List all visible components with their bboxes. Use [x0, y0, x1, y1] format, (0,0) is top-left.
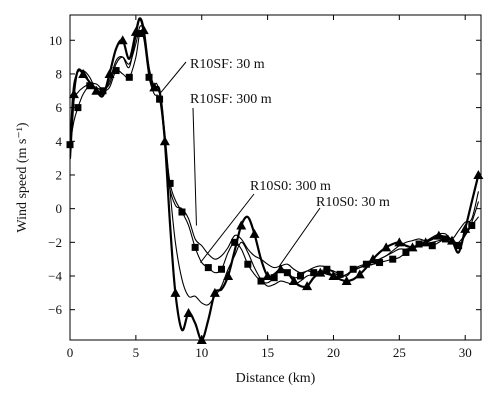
marker-square — [145, 73, 153, 81]
marker-triangle — [91, 85, 102, 95]
marker-triangle — [367, 254, 378, 264]
y-tick-label: −6 — [48, 302, 62, 317]
annotation-label: R10SF: 300 m — [190, 92, 272, 107]
marker-triangle — [407, 242, 418, 252]
marker-triangle — [288, 276, 299, 286]
marker-square — [297, 272, 305, 280]
x-tick-label: 20 — [327, 345, 340, 360]
marker-triangle — [130, 26, 141, 36]
marker-triangle — [104, 68, 115, 78]
y-tick-label: 6 — [56, 100, 63, 115]
marker-triangle — [341, 276, 352, 286]
x-tick-label: 15 — [261, 345, 274, 360]
y-tick-label: −4 — [48, 269, 62, 284]
marker-square — [191, 243, 199, 251]
marker-square — [99, 87, 107, 95]
marker-square — [283, 269, 291, 277]
marker-triangle — [68, 89, 79, 99]
marker-triangle — [460, 223, 471, 233]
marker-triangle — [328, 271, 339, 281]
marker-square — [166, 179, 174, 187]
marker-triangle — [315, 267, 326, 277]
marker-square — [349, 265, 357, 273]
marker-square — [468, 221, 476, 229]
marker-triangle — [138, 25, 149, 35]
y-tick-label: 8 — [56, 66, 63, 81]
marker-triangle — [275, 264, 286, 274]
marker-square — [74, 104, 82, 112]
y-tick-label: 0 — [56, 201, 63, 216]
x-tick-label: 25 — [393, 345, 406, 360]
marker-triangle — [249, 228, 260, 238]
y-tick-label: 10 — [49, 33, 62, 48]
markers-group — [66, 25, 484, 344]
marker-square — [441, 235, 449, 243]
annotation-label: R10S0: 30 m — [316, 195, 390, 210]
y-axis-label: Wind speed (m s⁻¹) — [15, 122, 30, 233]
annotation-arrow-line — [192, 107, 197, 226]
marker-square — [204, 264, 212, 272]
marker-square — [178, 208, 186, 216]
marker-triangle — [117, 35, 128, 45]
x-tick-label: 10 — [195, 345, 208, 360]
marker-square — [125, 73, 133, 81]
marker-square — [270, 274, 278, 282]
marker-square — [415, 240, 423, 248]
marker-square — [257, 277, 265, 285]
marker-triangle — [394, 237, 405, 247]
marker-triangle — [159, 136, 170, 146]
marker-square — [402, 248, 410, 256]
marker-triangle — [433, 230, 444, 240]
marker-square — [336, 270, 344, 278]
x-tick-label: 30 — [459, 345, 472, 360]
marker-triangle — [262, 271, 273, 281]
marker-triangle — [447, 235, 458, 245]
y-tick-label: 4 — [56, 134, 63, 149]
annotations-group: R10SF: 30 m R10SF: 300 m R10S0: 300 mR10S0… — [160, 57, 390, 267]
marker-triangle — [209, 287, 220, 297]
marker-square — [217, 265, 225, 273]
marker-triangle — [223, 271, 234, 281]
marker-triangle — [183, 308, 194, 318]
marker-triangle — [149, 82, 160, 92]
marker-square — [376, 259, 384, 267]
marker-triangle — [381, 242, 392, 252]
plot-frame — [69, 14, 482, 341]
marker-square — [86, 82, 94, 90]
annotation-label: R10SF: 30 m — [190, 57, 265, 72]
x-tick-label: 5 — [133, 345, 140, 360]
marker-square — [455, 242, 463, 250]
marker-square — [323, 265, 331, 273]
y-tick-label: −2 — [48, 235, 62, 250]
marker-square — [362, 260, 370, 268]
marker-square — [428, 242, 436, 250]
marker-square — [231, 238, 239, 246]
marker-square — [310, 269, 318, 277]
marker-triangle — [236, 220, 247, 230]
marker-square — [389, 255, 397, 263]
ticks-group: 0 5 10 15 20 25 30 −6 −4 −2 0 2 4 6 8 10 — [48, 15, 481, 360]
annotation-arrow-line — [279, 207, 321, 267]
marker-square — [156, 95, 164, 103]
x-tick-label: 0 — [67, 345, 74, 360]
series-line-3 — [70, 25, 479, 306]
marker-square — [112, 67, 120, 75]
annotation-arrow-line — [200, 193, 255, 263]
x-axis-label: Distance (km) — [236, 371, 316, 386]
marker-square — [244, 260, 252, 268]
annotation-arrow-line — [160, 61, 187, 93]
marker-triangle — [420, 237, 431, 247]
marker-triangle — [170, 287, 181, 297]
marker-triangle — [354, 269, 365, 279]
y-tick-label: 2 — [56, 167, 63, 182]
annotation-label: R10S0: 300 m — [250, 179, 331, 194]
marker-triangle — [302, 281, 313, 291]
marker-triangle — [78, 68, 89, 78]
